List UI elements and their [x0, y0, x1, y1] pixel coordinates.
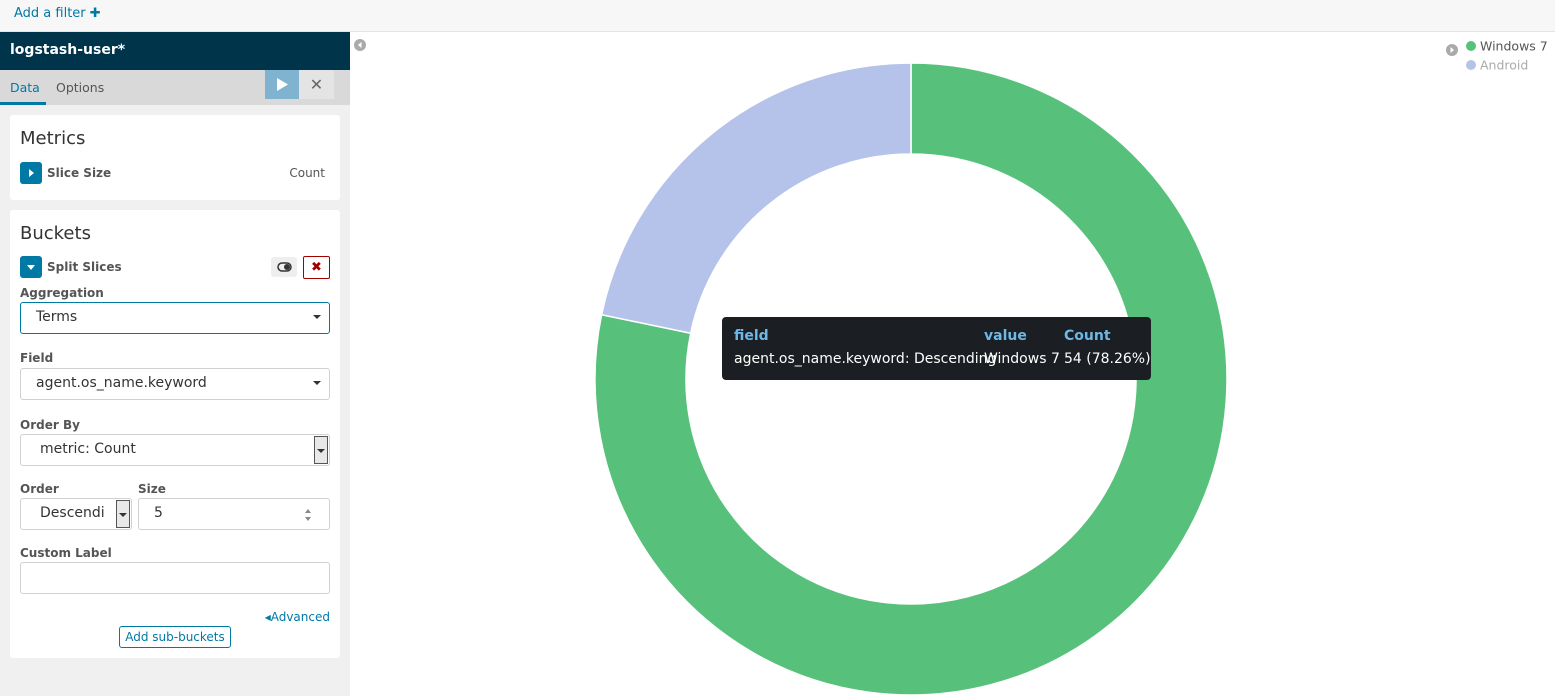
field-label: Order [20, 482, 59, 496]
custom-label-input[interactable] [20, 562, 330, 594]
metrics-title: Metrics [20, 128, 86, 149]
tab-data[interactable]: Data [10, 80, 40, 95]
legend-toggle-arrow [1450, 47, 1454, 53]
sidebar: logstash-user* Data Options ✕ Metrics Sl… [0, 32, 350, 696]
field-label: Size [138, 482, 166, 496]
caret-icon [27, 265, 35, 270]
field-label: Custom Label [20, 546, 112, 560]
agg-label: Slice Size [47, 166, 112, 180]
select-value: metric: Count [40, 441, 136, 457]
apply-button[interactable] [265, 70, 299, 99]
tooltip-header: field [734, 328, 769, 344]
order-by-select[interactable]: metric: Count [20, 434, 330, 466]
order-select[interactable]: Descendi [20, 498, 132, 530]
remove-button[interactable]: ✖ [303, 256, 330, 279]
tooltip-cell: 54 (78.26%) [1064, 351, 1151, 367]
dropdown-button [116, 500, 130, 528]
tab-options[interactable]: Options [56, 80, 105, 95]
field-label: Order By [20, 418, 80, 432]
index-pattern: logstash-user* [10, 42, 126, 58]
slice[interactable] [600, 62, 912, 335]
legend-label[interactable]: Android [1480, 58, 1528, 73]
buckets-panel: Buckets Split Slices ✖ Aggregation Terms… [10, 210, 340, 658]
tooltip-header: value [984, 328, 1027, 344]
metrics-panel: Metrics Slice Size Count [10, 115, 340, 200]
slice[interactable] [594, 62, 1228, 696]
play-icon [277, 78, 288, 91]
advanced-link[interactable]: ◂Advanced [264, 610, 330, 624]
caret-icon [29, 169, 34, 177]
add-filter[interactable]: Add a filter ✚ [14, 6, 101, 21]
advanced-text: Advanced [270, 610, 330, 624]
agg-label: Split Slices [47, 260, 122, 274]
select-value: Terms [36, 309, 78, 325]
toggle-button[interactable] [271, 257, 297, 277]
dropdown-button [314, 436, 328, 464]
tooltip-cell: agent.os_name.keyword: Descending [734, 351, 997, 367]
select-value: Descendi [40, 505, 105, 521]
filter-bar: Add a filter ✚ [0, 0, 1555, 32]
tooltip-cell: Windows 7 [984, 351, 1060, 367]
tabs: Data Options ✕ [0, 70, 350, 105]
spinner [305, 509, 311, 521]
chart: Windows 7 Android [354, 39, 1548, 696]
field-select[interactable]: agent.os_name.keyword [20, 368, 330, 400]
tooltip: field value Count agent.os_name.keyword:… [722, 317, 1151, 380]
collapse-arrow [358, 42, 362, 48]
agg-value: Count [289, 166, 325, 180]
legend-swatch [1466, 60, 1476, 70]
tab-underline [0, 102, 46, 105]
discard-button[interactable]: ✕ [299, 70, 334, 99]
toggle-icon [277, 262, 292, 272]
tooltip-header: Count [1064, 328, 1111, 344]
field-label: Aggregation [20, 286, 104, 300]
aggregation-select[interactable]: Terms [20, 302, 330, 334]
size-input[interactable]: 5 [138, 498, 330, 530]
input-value: 5 [154, 505, 163, 521]
index-header: logstash-user* [0, 32, 350, 70]
legend-label[interactable]: Windows 7 [1480, 39, 1548, 54]
legend-swatch [1466, 41, 1476, 51]
field-label: Field [20, 351, 54, 365]
buckets-title: Buckets [20, 223, 91, 244]
add-sub-buckets-button[interactable]: Add sub-buckets [119, 626, 231, 648]
expand-toggle[interactable] [20, 162, 42, 184]
select-value: agent.os_name.keyword [36, 375, 207, 391]
add-filter-text: Add a filter [14, 6, 86, 21]
collapse-toggle[interactable] [20, 256, 42, 278]
